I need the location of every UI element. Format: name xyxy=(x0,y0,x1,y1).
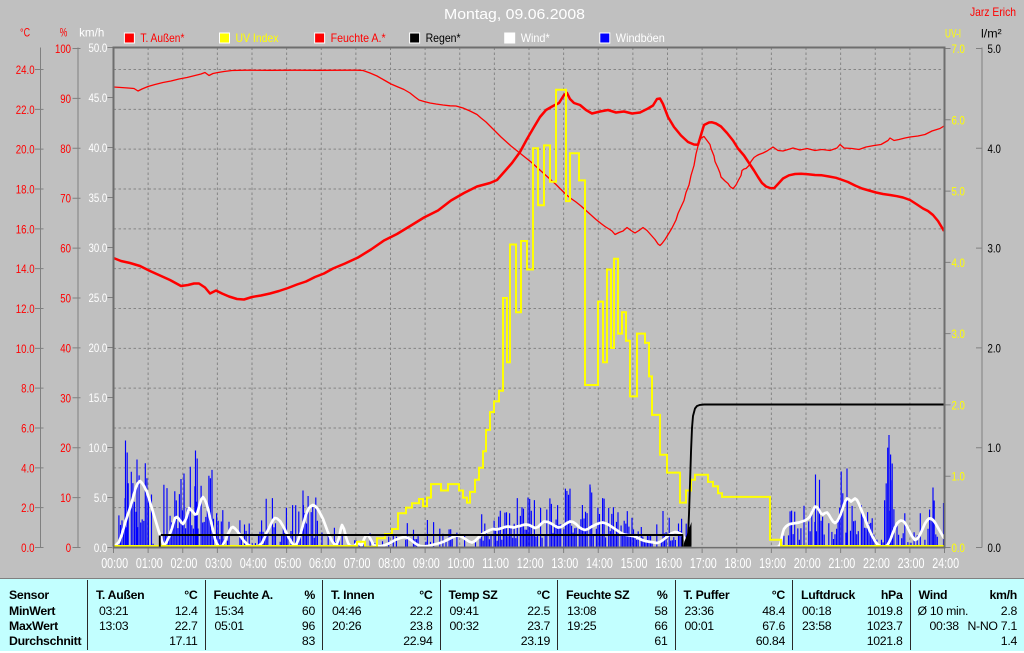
svg-text:20: 20 xyxy=(60,441,71,455)
svg-text:60: 60 xyxy=(60,242,71,256)
svg-text:08:00: 08:00 xyxy=(378,556,405,572)
svg-text:5.0: 5.0 xyxy=(94,491,108,505)
svg-text:100: 100 xyxy=(55,42,71,56)
svg-text:Regen*: Regen* xyxy=(426,31,461,45)
svg-text:Windböen: Windböen xyxy=(616,31,665,45)
svg-text:30.0: 30.0 xyxy=(89,241,108,255)
svg-text:0: 0 xyxy=(66,541,72,555)
svg-text:15.0: 15.0 xyxy=(89,391,108,405)
svg-text:45.0: 45.0 xyxy=(89,91,108,105)
svg-text:50.0: 50.0 xyxy=(89,41,108,55)
svg-text:10:00: 10:00 xyxy=(448,556,475,572)
svg-text:05:00: 05:00 xyxy=(274,556,301,572)
svg-text:23:00: 23:00 xyxy=(898,556,925,572)
svg-text:Montag, 09.06.2008: Montag, 09.06.2008 xyxy=(444,6,585,23)
svg-text:4.0: 4.0 xyxy=(988,142,1002,156)
svg-text:30: 30 xyxy=(60,391,71,405)
svg-text:07:00: 07:00 xyxy=(344,556,371,572)
svg-text:5.0: 5.0 xyxy=(988,42,1002,56)
svg-text:18:00: 18:00 xyxy=(725,556,752,572)
svg-text:5.0: 5.0 xyxy=(952,185,966,199)
svg-text:14:00: 14:00 xyxy=(586,556,613,572)
svg-text:20:00: 20:00 xyxy=(794,556,821,572)
svg-text:%: % xyxy=(60,26,68,40)
svg-text:Jarz Erich: Jarz Erich xyxy=(970,5,1016,19)
svg-text:40: 40 xyxy=(60,341,71,355)
svg-text:12.0: 12.0 xyxy=(16,302,35,316)
svg-text:17:00: 17:00 xyxy=(690,556,717,572)
svg-text:16:00: 16:00 xyxy=(655,556,682,572)
svg-text:50: 50 xyxy=(60,292,71,306)
svg-text:6.0: 6.0 xyxy=(21,422,35,436)
svg-text:22.0: 22.0 xyxy=(16,103,35,117)
svg-text:03:00: 03:00 xyxy=(205,556,232,572)
svg-text:70: 70 xyxy=(60,192,71,206)
svg-text:2.0: 2.0 xyxy=(988,341,1002,355)
svg-text:10.0: 10.0 xyxy=(89,441,108,455)
svg-text:0.0: 0.0 xyxy=(94,541,108,555)
svg-text:3.0: 3.0 xyxy=(952,327,966,341)
svg-text:Feuchte A.*: Feuchte A.* xyxy=(331,31,386,45)
svg-text:4.0: 4.0 xyxy=(21,461,35,475)
svg-text:40.0: 40.0 xyxy=(89,141,108,155)
svg-text:T. Außen*: T. Außen* xyxy=(140,31,184,45)
svg-text:10: 10 xyxy=(60,491,71,505)
svg-text:UV Index: UV Index xyxy=(236,31,279,45)
svg-text:6.0: 6.0 xyxy=(952,113,966,127)
svg-text:35.0: 35.0 xyxy=(89,191,108,205)
svg-text:°C: °C xyxy=(20,26,30,40)
svg-text:2.0: 2.0 xyxy=(952,398,966,412)
svg-text:80: 80 xyxy=(60,142,71,156)
svg-text:24.0: 24.0 xyxy=(16,63,35,77)
svg-text:09:00: 09:00 xyxy=(413,556,440,572)
svg-text:00:00: 00:00 xyxy=(101,556,128,572)
svg-text:0.0: 0.0 xyxy=(952,541,966,555)
svg-text:0.0: 0.0 xyxy=(21,541,35,555)
svg-text:24:00: 24:00 xyxy=(932,556,959,572)
svg-text:14.0: 14.0 xyxy=(16,262,35,276)
svg-text:15:00: 15:00 xyxy=(621,556,648,572)
svg-text:25.0: 25.0 xyxy=(89,291,108,305)
svg-text:18.0: 18.0 xyxy=(16,183,35,197)
svg-text:20.0: 20.0 xyxy=(89,341,108,355)
svg-text:21:00: 21:00 xyxy=(828,556,855,572)
svg-text:04:00: 04:00 xyxy=(240,556,267,572)
svg-text:3.0: 3.0 xyxy=(988,242,1002,256)
svg-text:13:00: 13:00 xyxy=(551,556,578,572)
svg-text:01:00: 01:00 xyxy=(136,556,163,572)
svg-text:7.0: 7.0 xyxy=(952,42,966,56)
svg-text:8.0: 8.0 xyxy=(21,382,35,396)
svg-text:UV-I: UV-I xyxy=(945,27,961,41)
svg-text:km/h: km/h xyxy=(79,26,104,40)
svg-text:1.0: 1.0 xyxy=(988,441,1002,455)
svg-text:4.0: 4.0 xyxy=(952,256,966,270)
svg-text:Wind*: Wind* xyxy=(521,31,550,45)
svg-text:20.0: 20.0 xyxy=(16,143,35,157)
svg-text:02:00: 02:00 xyxy=(171,556,198,572)
svg-text:19:00: 19:00 xyxy=(759,556,786,572)
svg-text:1.0: 1.0 xyxy=(952,470,966,484)
svg-text:90: 90 xyxy=(60,92,71,106)
svg-text:06:00: 06:00 xyxy=(309,556,336,572)
svg-text:22:00: 22:00 xyxy=(863,556,890,572)
svg-text:12:00: 12:00 xyxy=(517,556,544,572)
svg-text:0.0: 0.0 xyxy=(988,541,1002,555)
svg-text:16.0: 16.0 xyxy=(16,222,35,236)
svg-text:10.0: 10.0 xyxy=(16,342,35,356)
svg-text:11:00: 11:00 xyxy=(482,556,509,572)
svg-text:2.0: 2.0 xyxy=(21,501,35,515)
svg-text:l/m²: l/m² xyxy=(981,27,1002,41)
